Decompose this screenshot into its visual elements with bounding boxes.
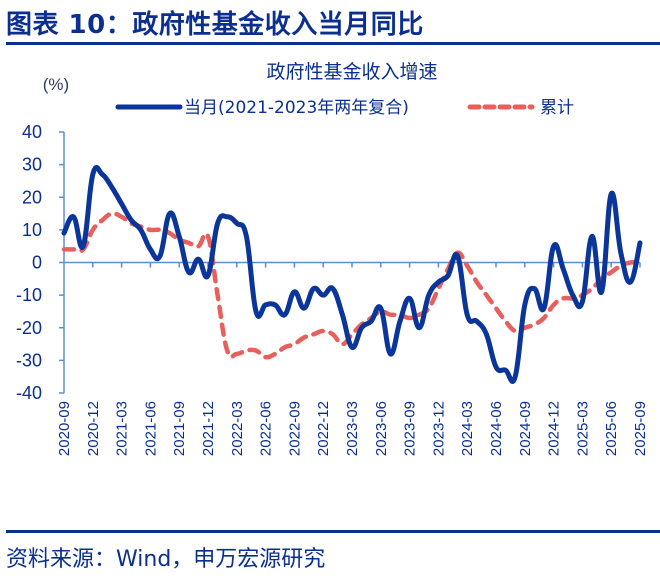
source-note: 资料来源：Wind，申万宏源研究 bbox=[6, 547, 326, 572]
x-tick-label: 2022-12 bbox=[315, 401, 332, 456]
x-tick-label: 2023-03 bbox=[344, 401, 361, 456]
y-tick-label: -40 bbox=[16, 383, 42, 403]
series-line-cumulative bbox=[61, 211, 643, 360]
x-tick-label: 2025-03 bbox=[574, 401, 591, 456]
y-tick-label: 0 bbox=[32, 253, 42, 273]
series-line-monthly bbox=[61, 164, 643, 384]
x-tick-label: 2024-09 bbox=[517, 401, 534, 456]
y-tick-label: -30 bbox=[16, 350, 42, 370]
legend-label-monthly: 当月(2021-2023年两年复合) bbox=[184, 98, 409, 118]
x-tick-label: 2025-09 bbox=[632, 401, 649, 456]
y-tick-label: -10 bbox=[16, 285, 42, 305]
x-tick-label: 2023-12 bbox=[430, 401, 447, 456]
y-tick-label: 30 bbox=[22, 155, 42, 175]
x-tick-label: 2021-06 bbox=[142, 401, 159, 456]
x-tick-label: 2024-06 bbox=[488, 401, 505, 456]
x-tick-label: 2025-06 bbox=[603, 401, 620, 456]
title-divider bbox=[6, 42, 660, 45]
y-axis-unit-label: (%) bbox=[43, 75, 69, 94]
x-tick-label: 2024-03 bbox=[459, 401, 476, 456]
x-tick-label: 2021-09 bbox=[171, 401, 188, 456]
x-tick-label: 2022-09 bbox=[286, 401, 303, 456]
series-lines bbox=[61, 164, 643, 384]
x-tick-label: 2021-03 bbox=[114, 401, 131, 456]
y-tick-label: 20 bbox=[22, 187, 42, 207]
figure-title: 图表 10：政府性基金收入当月同比 bbox=[6, 10, 424, 40]
y-tick-label: 10 bbox=[22, 220, 42, 240]
footer-divider bbox=[6, 530, 660, 533]
line-chart: 政府性基金收入增速 (%) 当月(2021-2023年两年复合) 累计 40 30… bbox=[16, 61, 649, 456]
y-tick-label: -20 bbox=[16, 318, 42, 338]
x-tick-label: 2024-12 bbox=[546, 401, 563, 456]
x-tick-label: 2021-12 bbox=[200, 401, 217, 456]
x-tick-label: 2020-12 bbox=[85, 401, 102, 456]
x-tick-label: 2022-03 bbox=[229, 401, 246, 456]
y-axis-ticks: 40 30 20 10 0 -10 -20 -30 -40 bbox=[16, 122, 64, 403]
x-tick-label: 2023-09 bbox=[402, 401, 419, 456]
x-axis-ticks: 2020-09 2020-12 2021-03 2021-06 2021-09 2021-… bbox=[56, 262, 649, 456]
x-tick-label: 2020-09 bbox=[56, 401, 73, 456]
legend-label-cumulative: 累计 bbox=[540, 98, 574, 118]
x-tick-label: 2023-06 bbox=[373, 401, 390, 456]
chart-title: 政府性基金收入增速 bbox=[266, 61, 437, 83]
legend: 当月(2021-2023年两年复合) 累计 bbox=[115, 98, 574, 118]
y-tick-label: 40 bbox=[22, 122, 42, 142]
x-tick-label: 2022-06 bbox=[258, 401, 275, 456]
